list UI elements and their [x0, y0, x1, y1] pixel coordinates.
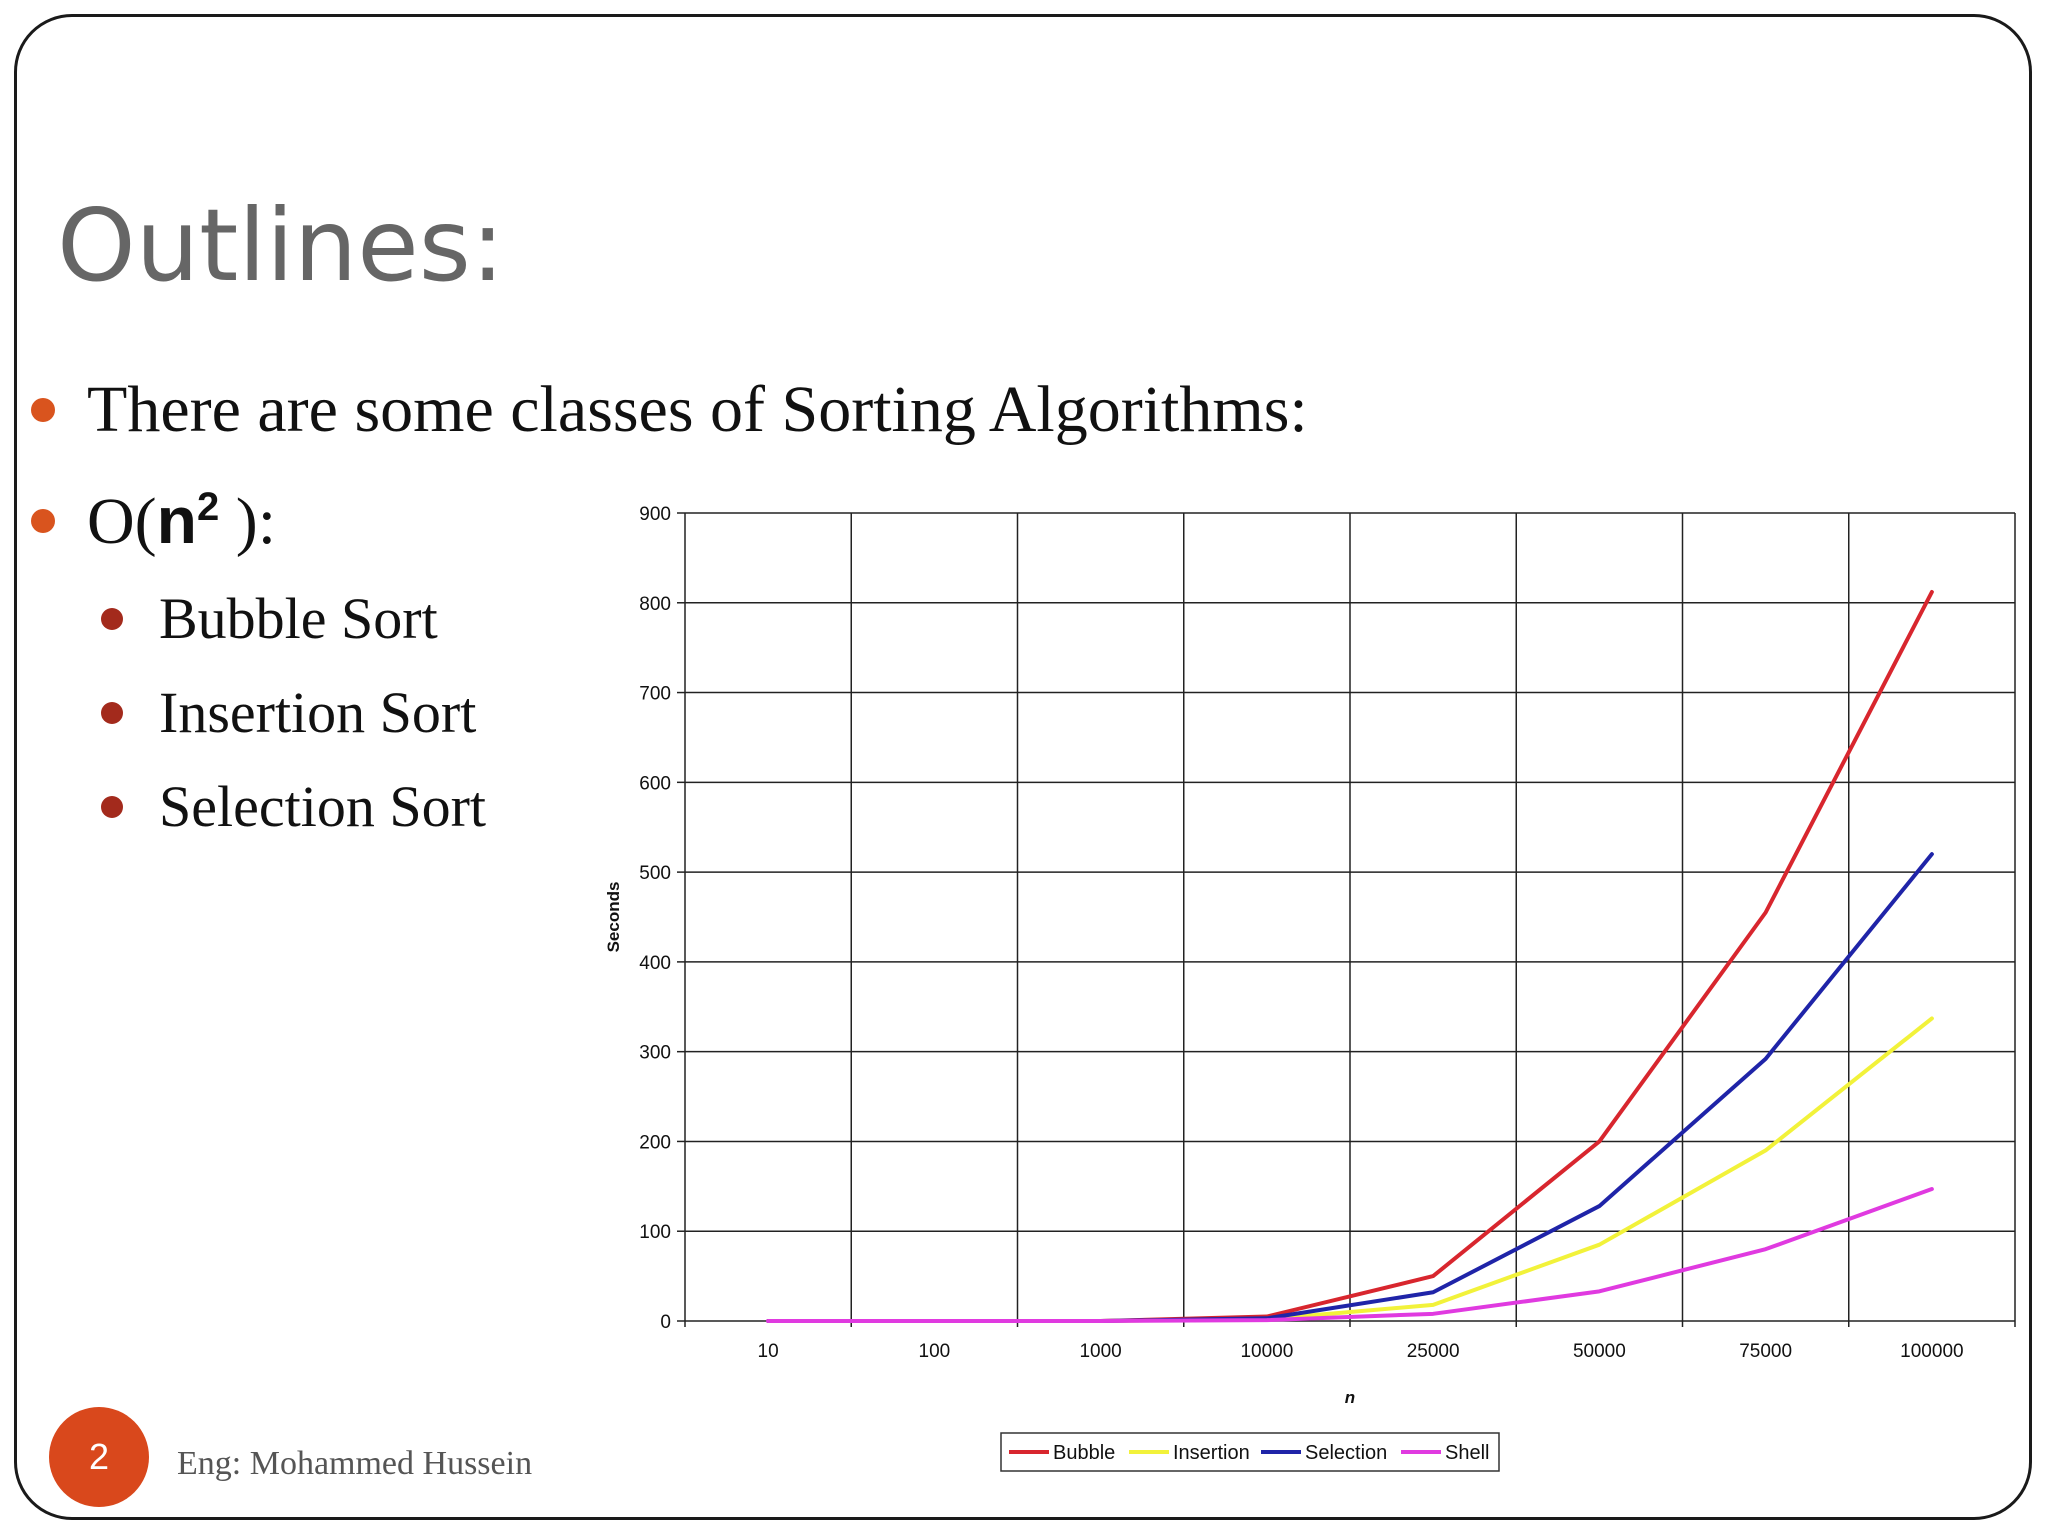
bullet-intro: There are some classes of Sorting Algori…: [31, 372, 1308, 448]
data-point-shell: [1265, 1318, 1269, 1322]
legend-label-insertion: Insertion: [1173, 1442, 1250, 1464]
data-point-shell: [1764, 1247, 1768, 1251]
footer-author: Eng: Mohammed Hussein: [177, 1445, 533, 1482]
x-tick-label: 25000: [1407, 1341, 1460, 1362]
data-point-insertion: [1431, 1303, 1435, 1307]
data-point-insertion: [1764, 1148, 1768, 1152]
sorting-time-chart: 0 100 200 300 400 500 600 700 800 900 10 100 1000 100…: [604, 504, 2016, 1472]
data-point-bubble: [1597, 1139, 1601, 1143]
y-tick-label: 200: [639, 1132, 671, 1153]
x-tick-label: 75000: [1739, 1341, 1792, 1362]
x-tick-label: 1000: [1079, 1341, 1121, 1362]
page-number-badge: 2: [49, 1407, 149, 1507]
y-tick-label: 800: [639, 594, 671, 615]
complexity-suffix: ):: [219, 485, 277, 558]
sub-bullet-text: Bubble Sort: [159, 586, 438, 651]
sub-bullet-insertion: Insertion Sort: [101, 679, 476, 746]
legend-label-selection: Selection: [1305, 1442, 1387, 1464]
data-point-shell: [1930, 1187, 1934, 1191]
x-tick-label: 10: [758, 1341, 779, 1362]
data-point-insertion: [1597, 1243, 1601, 1247]
complexity-exponent: 2: [196, 485, 220, 529]
data-point-bubble: [1431, 1274, 1435, 1278]
y-tick-label: 100: [639, 1222, 671, 1243]
data-point-selection: [1431, 1290, 1435, 1294]
bullet-complexity: O(n2 ):: [31, 482, 276, 560]
legend-label-shell: Shell: [1445, 1442, 1489, 1464]
y-axis-title: Seconds: [604, 882, 623, 953]
complexity-prefix: O(: [87, 485, 157, 558]
y-tick-label: 0: [660, 1312, 671, 1333]
data-point-shell: [932, 1319, 936, 1323]
data-point-shell: [1431, 1312, 1435, 1316]
sub-bullet-dot-icon: [101, 701, 123, 724]
data-point-shell: [1099, 1319, 1103, 1323]
data-point-shell: [766, 1319, 770, 1323]
complexity-n: n: [156, 483, 197, 557]
x-tick-label: 10000: [1240, 1341, 1293, 1362]
y-tick-label: 400: [639, 953, 671, 974]
x-axis-title: n: [1345, 1388, 1355, 1407]
y-tick-label: 600: [639, 773, 671, 794]
data-point-selection: [1597, 1204, 1601, 1208]
y-tick-label: 900: [639, 504, 671, 525]
y-tick-label: 300: [639, 1043, 671, 1064]
data-point-selection: [1764, 1057, 1768, 1061]
sub-bullet-bubble: Bubble Sort: [101, 585, 438, 652]
x-tick-label: 50000: [1573, 1341, 1626, 1362]
slide: Outlines: There are some classes of Sort…: [14, 14, 2032, 1520]
x-tick-label: 100: [919, 1341, 951, 1362]
bullet-dot-icon: [31, 509, 55, 533]
data-point-shell: [1597, 1289, 1601, 1293]
sub-bullet-selection: Selection Sort: [101, 773, 486, 840]
slide-title: Outlines:: [57, 187, 505, 304]
bullet-dot-icon: [31, 398, 55, 422]
data-point-insertion: [1930, 1016, 1934, 1020]
complexity-label: O(n2 ):: [87, 482, 276, 560]
sub-bullet-dot-icon: [101, 607, 123, 630]
bullet-intro-text: There are some classes of Sorting Algori…: [87, 373, 1308, 446]
sub-bullet-text: Selection Sort: [159, 774, 487, 839]
series-line-shell: [766, 1187, 1934, 1323]
y-tick-label: 500: [639, 863, 671, 884]
data-point-selection: [1930, 852, 1934, 856]
sub-bullet-dot-icon: [101, 795, 123, 818]
legend-label-bubble: Bubble: [1053, 1442, 1115, 1464]
x-tick-label: 100000: [1900, 1341, 1963, 1362]
sub-bullet-text: Insertion Sort: [159, 680, 477, 745]
y-tick-label: 700: [639, 684, 671, 705]
data-point-bubble: [1764, 911, 1768, 915]
data-point-bubble: [1930, 590, 1934, 594]
